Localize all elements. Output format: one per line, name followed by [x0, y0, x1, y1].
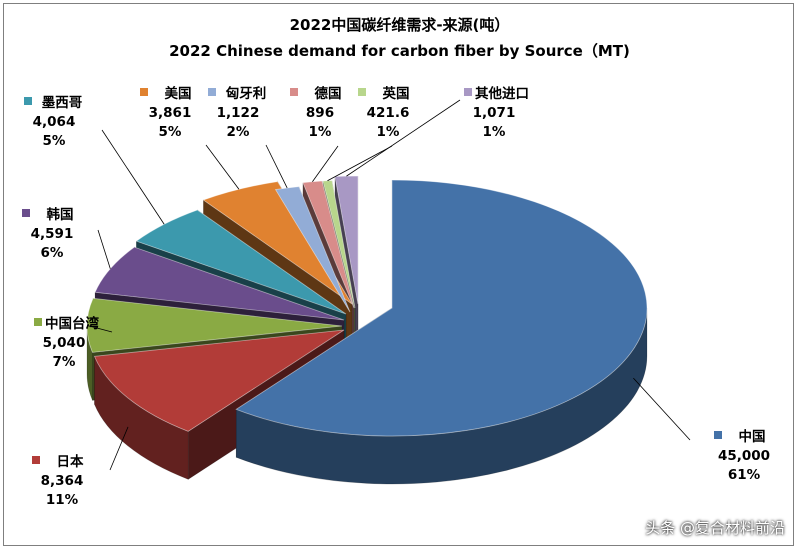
label-percent-4: 5% — [43, 133, 66, 149]
legend-swatch-9 — [464, 88, 472, 96]
label-value-2: 5,040 — [43, 335, 86, 351]
pie-tops — [86, 175, 648, 437]
label-percent-2: 7% — [53, 354, 76, 370]
label-percent-6: 2% — [227, 124, 250, 140]
data-label-3: 韩国 4,591 6% — [22, 206, 74, 261]
leader-line-4 — [101, 129, 165, 225]
leader-line-1 — [109, 426, 129, 471]
label-value-8: 421.6 — [367, 105, 410, 121]
pie-slice-5 — [202, 181, 353, 305]
label-name-8: 英国 — [382, 85, 410, 102]
label-value-4: 4,064 — [33, 114, 76, 130]
watermark: 头条 @复合材料前沿 — [645, 519, 785, 537]
leader-line-3 — [97, 229, 111, 269]
label-name-2: 中国台湾 — [45, 315, 99, 332]
legend-swatch-3 — [22, 209, 30, 217]
pie-slice-1 — [93, 329, 345, 432]
legend-swatch-6 — [208, 88, 216, 96]
label-value-9: 1,071 — [473, 105, 516, 121]
leader-line-8 — [327, 145, 393, 182]
legend-swatch-8 — [358, 88, 366, 96]
label-percent-9: 1% — [483, 124, 506, 140]
chart-title: 2022中国碳纤维需求-来源(吨） — [289, 16, 510, 34]
data-label-7: 德国 896 1% — [290, 85, 342, 140]
legend-swatch-4 — [24, 97, 32, 105]
label-name-4: 墨西哥 — [42, 95, 83, 111]
data-label-4: 墨西哥 4,064 5% — [24, 95, 83, 149]
label-name-6: 匈牙利 — [226, 85, 267, 102]
legend-swatch-1 — [32, 456, 40, 464]
legend-swatch-0 — [714, 431, 722, 439]
data-label-5: 美国 3,861 5% — [140, 85, 192, 140]
legend-swatch-5 — [140, 88, 148, 96]
data-label-8: 英国 421.6 1% — [358, 85, 410, 140]
label-name-9: 其他进口 — [475, 85, 529, 102]
label-percent-7: 1% — [309, 124, 332, 140]
data-label-1: 日本 8,364 11% — [32, 453, 84, 508]
chart-subtitle: 2022 Chinese demand for carbon fiber by … — [169, 42, 630, 60]
label-value-6: 1,122 — [217, 105, 260, 121]
label-percent-0: 61% — [728, 467, 761, 483]
legend-swatch-7 — [290, 88, 298, 96]
label-name-7: 德国 — [315, 85, 342, 102]
data-label-0: 中国 45,000 61% — [714, 428, 770, 483]
label-percent-8: 1% — [377, 124, 400, 140]
label-percent-5: 5% — [159, 124, 182, 140]
label-value-1: 8,364 — [41, 473, 84, 489]
label-name-3: 韩国 — [47, 206, 74, 223]
leader-line-9 — [346, 99, 461, 177]
pie-slice-4 — [135, 209, 347, 315]
leader-line-5 — [205, 144, 240, 190]
data-label-6: 匈牙利 1,122 2% — [208, 85, 266, 140]
label-name-0: 中国 — [739, 428, 766, 445]
label-value-0: 45,000 — [718, 448, 770, 464]
pie-labels: 中国 45,000 61% 日本 8,364 11% 中国台湾 5,040 7% 韩国 4,591 6… — [22, 85, 770, 508]
leader-line-2 — [86, 324, 113, 333]
label-value-3: 4,591 — [31, 226, 74, 242]
legend-swatch-2 — [34, 318, 42, 326]
label-name-1: 日本 — [57, 453, 84, 470]
leader-line-0 — [633, 377, 691, 441]
data-label-9: 其他进口 1,071 1% — [464, 85, 529, 140]
pie-leaders — [86, 99, 691, 471]
label-percent-1: 11% — [46, 492, 79, 508]
label-name-5: 美国 — [165, 85, 192, 102]
data-label-2: 中国台湾 5,040 7% — [34, 315, 99, 370]
pie-slice-0 — [235, 179, 648, 437]
leader-line-7 — [312, 145, 339, 182]
leader-line-6 — [265, 144, 288, 189]
label-value-5: 3,861 — [149, 105, 192, 121]
label-percent-3: 6% — [41, 245, 64, 261]
label-value-7: 896 — [306, 105, 334, 121]
